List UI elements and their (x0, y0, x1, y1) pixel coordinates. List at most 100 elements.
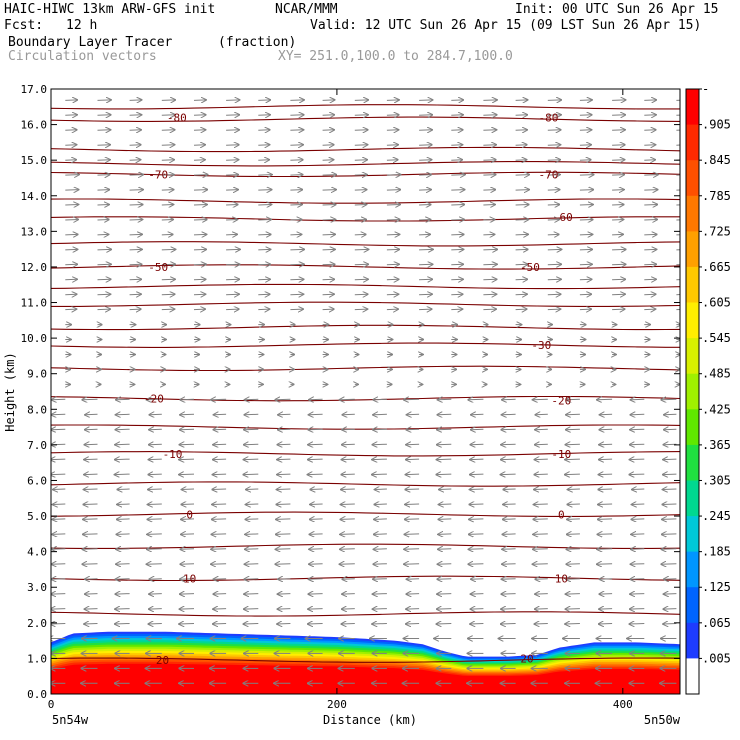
colorbar-label: .185 (702, 545, 731, 559)
wind-vector (515, 220, 529, 221)
wind-vector (503, 519, 516, 520)
wind-vector (129, 294, 141, 295)
wind-vector (226, 115, 239, 116)
wind-vector (515, 279, 528, 280)
wind-vector (451, 234, 463, 235)
wind-vector (310, 504, 323, 505)
wind-vector (483, 234, 494, 235)
wind-vector (245, 399, 259, 400)
wind-vector (180, 579, 195, 580)
wind-vector (342, 429, 355, 430)
wind-vector (97, 115, 111, 116)
wind-vector (470, 474, 484, 475)
temperature-contour (51, 395, 680, 402)
wind-vector (309, 399, 323, 400)
wind-vector (82, 399, 98, 400)
wind-vector (451, 190, 464, 191)
wind-vector (471, 414, 484, 415)
wind-vector (341, 474, 355, 475)
vector-legend: Circulation vectors (8, 49, 157, 64)
wind-vector (193, 145, 205, 146)
wind-vector (547, 249, 562, 250)
wind-vector (451, 249, 463, 250)
wind-vector (290, 294, 303, 295)
wind-vector (258, 294, 269, 295)
wind-vector (258, 145, 269, 146)
wind-vector (535, 429, 548, 430)
wind-vector (644, 175, 658, 176)
wind-vector (65, 309, 76, 310)
wind-vector (129, 205, 143, 206)
wind-vector (644, 309, 655, 310)
wind-vector (502, 414, 516, 415)
wind-vector (309, 549, 323, 550)
wind-vector (471, 594, 484, 595)
wind-vector (630, 444, 645, 445)
wind-vector (566, 399, 580, 400)
colorbar-label: .605 (702, 296, 731, 310)
wind-vector (419, 175, 431, 176)
wind-vector (309, 579, 323, 580)
temperature-contour (51, 424, 680, 430)
wind-vector (65, 264, 77, 265)
wind-vector (115, 609, 130, 610)
wind-vector (630, 624, 645, 625)
wind-vector (451, 279, 463, 280)
wind-vector (354, 115, 368, 116)
wind-vector (599, 474, 613, 475)
y-tick-label: 5.0 (27, 510, 47, 523)
wind-vector (468, 564, 484, 565)
wind-vector (226, 160, 238, 161)
contour-label: -70 (539, 168, 559, 181)
wind-vector (115, 624, 130, 625)
wind-vector (612, 130, 625, 131)
wind-vector (244, 414, 259, 415)
y-tick-label: 2.0 (27, 617, 47, 630)
wind-vector (470, 489, 484, 490)
wind-vector (181, 534, 195, 535)
y-axis-label: Height (km) (3, 352, 17, 431)
wind-vector (612, 309, 625, 310)
wind-vector (161, 220, 173, 221)
wind-vector (97, 205, 109, 206)
wind-vector (612, 100, 625, 101)
wind-vector (340, 549, 355, 550)
wind-vector (354, 220, 366, 221)
wind-vector (419, 190, 431, 191)
wind-vector (290, 100, 304, 101)
colorbar-swatch (686, 195, 699, 232)
wind-vector (83, 504, 98, 505)
left-corner-coord: 5n54w (52, 713, 89, 727)
colorbar-label: .485 (702, 367, 731, 381)
wind-vector (116, 549, 130, 550)
wind-vector (501, 474, 516, 475)
wind-vector (341, 519, 355, 520)
wind-vector (85, 594, 98, 595)
wind-vector (147, 534, 162, 535)
wind-vector (644, 160, 655, 161)
wind-vector (373, 444, 387, 445)
wind-vector (116, 579, 130, 580)
wind-vector (129, 249, 142, 250)
wind-vector (547, 220, 559, 221)
wind-vector (181, 519, 195, 520)
temperature-contour (51, 342, 680, 348)
wind-vector (533, 534, 548, 535)
wind-vector (148, 474, 162, 475)
wind-vector (258, 279, 270, 280)
wind-vector (290, 115, 303, 116)
wind-vector (501, 429, 516, 430)
wind-vector (451, 130, 462, 131)
wind-vector (663, 624, 677, 625)
wind-vector (148, 489, 162, 490)
wind-vector (451, 309, 462, 310)
wind-vector (407, 414, 420, 415)
temperature-contour (51, 657, 680, 663)
wind-vector (322, 234, 335, 235)
wind-vector (129, 175, 144, 176)
wind-vector (599, 624, 613, 625)
wind-vector (483, 279, 496, 280)
tracer-field (51, 631, 680, 694)
wind-vector (290, 220, 301, 221)
wind-vector (290, 190, 302, 191)
